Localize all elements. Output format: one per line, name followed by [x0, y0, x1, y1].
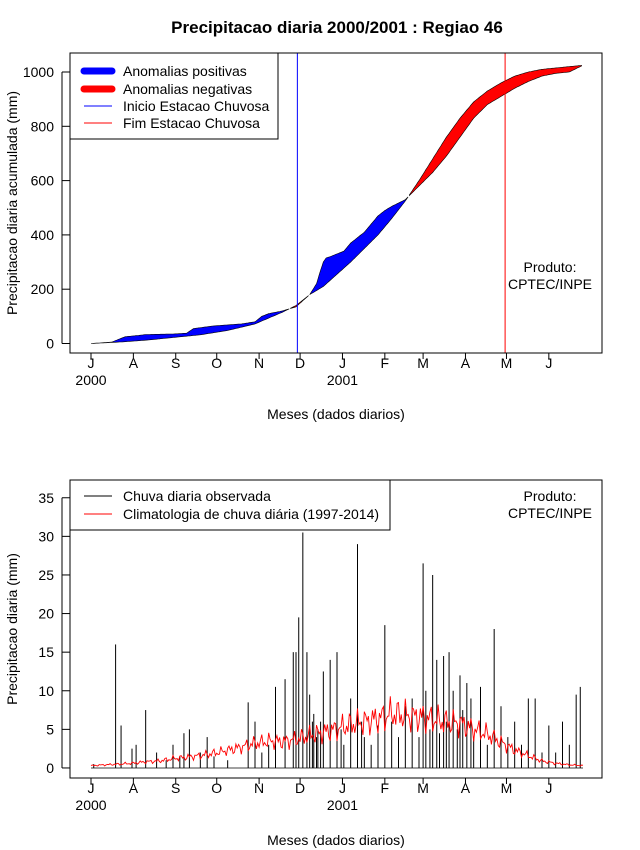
- top-y-tick-label: 600: [31, 173, 55, 189]
- top-legend: Anomalias positivas Anomalias negativas …: [69, 52, 279, 140]
- legend-label-positive: Anomalias positivas: [123, 63, 247, 79]
- top-x-tick-label: J: [88, 355, 95, 371]
- top-y-tick-label: 1000: [23, 64, 54, 80]
- bottom-product-source: CPTEC/INPE: [508, 505, 592, 521]
- top-y-tick-label: 800: [31, 118, 55, 134]
- top-y-tick-label: 200: [31, 281, 55, 297]
- bottom-y-tick-label: 5: [46, 721, 54, 737]
- legend-label-onset: Inicio Estacao Chuvosa: [123, 98, 270, 114]
- bottom-x-tick-label: S: [171, 780, 180, 796]
- top-y-axis-label: Precipitacao diaria acumulada (mm): [4, 91, 20, 315]
- top-x-tick-label: M: [501, 355, 513, 371]
- climatology-line: [90, 696, 584, 767]
- bottom-x-tick-label: A: [129, 780, 139, 796]
- bottom-y-tick-label: 25: [38, 567, 54, 583]
- bottom-plot-clip: [90, 532, 584, 769]
- top-x-tick-label: M: [417, 355, 429, 371]
- bottom-x-tick-label: A: [461, 780, 471, 796]
- bottom-y-tick-label: 20: [38, 606, 54, 622]
- bottom-x-tick-label: J: [545, 780, 552, 796]
- top-x-tick-label: J: [545, 355, 552, 371]
- top-x-tick-label: S: [171, 355, 180, 371]
- bottom-year-label: 2001: [327, 797, 358, 813]
- bottom-y-tick-label: 30: [38, 528, 54, 544]
- top-x-tick-label: A: [129, 355, 139, 371]
- bottom-x-axis-label: Meses (dados diarios): [267, 832, 405, 848]
- top-year-label: 2000: [75, 372, 106, 388]
- top-x-tick-label: N: [254, 355, 264, 371]
- top-plot-area: [90, 53, 582, 353]
- top-legend-box: [69, 52, 279, 140]
- bottom-x-tick-label: D: [295, 780, 305, 796]
- bottom-y-axis: 0 5 10 15 20 25 30 35: [38, 490, 70, 776]
- top-year-label: 2001: [327, 372, 358, 388]
- bottom-y-tick-label: 15: [38, 644, 54, 660]
- bottom-product-label: Produto:: [524, 488, 577, 504]
- bottom-y-tick-label: 10: [38, 683, 54, 699]
- top-panel: Precipitacao diaria 2000/2001 : Regiao 4…: [4, 18, 603, 422]
- top-x-tick-label: J: [339, 355, 346, 371]
- bottom-y-tick-label: 0: [46, 760, 54, 776]
- bottom-x-tick-label: J: [339, 780, 346, 796]
- bottom-y-tick-label: 35: [38, 490, 54, 506]
- top-x-tick-label: F: [381, 355, 390, 371]
- top-y-tick-label: 400: [31, 227, 55, 243]
- top-product-source: CPTEC/INPE: [508, 276, 592, 292]
- legend-label-observed: Chuva diaria observada: [123, 488, 271, 504]
- bottom-plot-area: [90, 532, 584, 769]
- positive-anomaly-area: [309, 196, 409, 295]
- bottom-year-label: 2000: [75, 797, 106, 813]
- negative-anomaly-area: [409, 65, 582, 197]
- bottom-y-axis-label: Precipitacao diaria (mm): [4, 553, 20, 705]
- negative-anomaly-area: [290, 295, 309, 309]
- positive-anomaly-area: [90, 308, 290, 344]
- bottom-legend: Chuva diaria observada Climatologia de c…: [69, 479, 391, 531]
- bottom-x-tick-label: M: [417, 780, 429, 796]
- top-x-tick-label: A: [461, 355, 471, 371]
- top-x-tick-label: O: [211, 355, 222, 371]
- top-x-axis-label: Meses (dados diarios): [267, 406, 405, 422]
- legend-label-negative: Anomalias negativas: [123, 81, 252, 97]
- bottom-x-tick-label: M: [501, 780, 513, 796]
- bottom-x-tick-label: N: [254, 780, 264, 796]
- top-y-tick-label: 0: [46, 335, 54, 351]
- top-x-tick-label: D: [295, 355, 305, 371]
- bottom-x-tick-label: O: [211, 780, 222, 796]
- bottom-x-tick-label: J: [88, 780, 95, 796]
- bottom-x-tick-label: F: [381, 780, 390, 796]
- bottom-legend-box: [69, 479, 391, 531]
- top-chart-title: Precipitacao diaria 2000/2001 : Regiao 4…: [171, 18, 503, 37]
- legend-label-climatology: Climatologia de chuva diária (1997-2014): [123, 506, 379, 522]
- top-y-axis: 0 200 400 600 800 1000: [23, 64, 70, 351]
- legend-label-end: Fim Estacao Chuvosa: [123, 115, 260, 131]
- top-product-label: Produto:: [524, 259, 577, 275]
